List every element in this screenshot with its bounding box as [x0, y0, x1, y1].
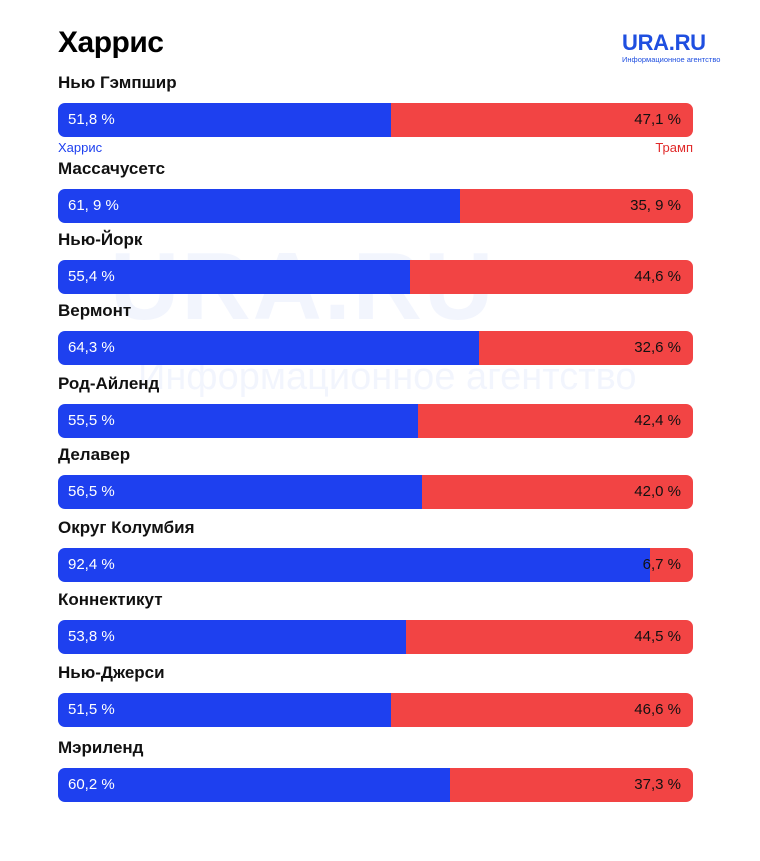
value-harris: 51,5 % — [68, 701, 115, 718]
bar-harris — [58, 331, 479, 365]
value-harris: 51,8 % — [68, 111, 115, 128]
stacked-bar: 53,8 % 44,5 % — [58, 620, 693, 654]
bar-trump — [479, 331, 693, 365]
bar-trump — [410, 260, 693, 294]
stacked-bar: 51,5 % 46,6 % — [58, 693, 693, 727]
value-trump: 6,7 % — [642, 556, 681, 573]
state-label: Делавер — [58, 445, 131, 464]
state-label: Род-Айленд — [58, 374, 160, 393]
value-trump: 42,4 % — [634, 412, 681, 429]
bar-harris — [58, 548, 650, 582]
bar-harris — [58, 620, 406, 654]
state-label: Нью Гэмпшир — [58, 73, 177, 92]
value-harris: 61, 9 % — [68, 197, 119, 214]
bar-harris — [58, 404, 418, 438]
state-label: Массачусетс — [58, 159, 166, 178]
value-trump: 35, 9 % — [630, 197, 681, 214]
value-harris: 92,4 % — [68, 556, 115, 573]
bar-trump — [450, 768, 693, 802]
value-trump: 44,5 % — [634, 628, 681, 645]
stacked-bar: 56,5 % 42,0 % — [58, 475, 693, 509]
value-trump: 47,1 % — [634, 111, 681, 128]
legend-trump: Трамп — [655, 140, 693, 155]
bar-trump — [391, 693, 693, 727]
logo: URA.RU Информационное агентство — [622, 30, 721, 65]
bar-harris — [58, 475, 422, 509]
bar-trump — [406, 620, 693, 654]
value-harris: 55,5 % — [68, 412, 115, 429]
bar-harris — [58, 260, 410, 294]
bar-harris — [58, 693, 391, 727]
value-harris: 60,2 % — [68, 776, 115, 793]
state-label: Округ Колумбия — [58, 518, 195, 537]
logo-subtitle: Информационное агентство — [622, 55, 721, 64]
stacked-bar: 92,4 % 6,7 % — [58, 548, 693, 582]
bar-trump — [422, 475, 693, 509]
value-trump: 32,6 % — [634, 339, 681, 356]
bar-trump — [418, 404, 693, 438]
state-label: Нью-Джерси — [58, 663, 165, 682]
stacked-bar: 61, 9 % 35, 9 % — [58, 189, 693, 223]
bar-trump — [391, 103, 693, 137]
value-trump: 46,6 % — [634, 701, 681, 718]
bar-harris — [58, 189, 460, 223]
bar-trump — [460, 189, 693, 223]
value-harris: 53,8 % — [68, 628, 115, 645]
logo-name: URA.RU — [622, 30, 706, 55]
stacked-bar: 55,4 % 44,6 % — [58, 260, 693, 294]
state-label: Вермонт — [58, 301, 132, 320]
state-label: Коннектикут — [58, 590, 163, 609]
stacked-bar: 51,8 % 47,1 % — [58, 103, 693, 137]
state-label: Нью-Йорк — [58, 230, 143, 249]
stacked-bar: 55,5 % 42,4 % — [58, 404, 693, 438]
legend-harris: Харрис — [58, 140, 103, 155]
chart-title: Харрис — [58, 26, 164, 59]
bar-trump — [650, 548, 693, 582]
value-trump: 42,0 % — [634, 483, 681, 500]
bar-harris — [58, 103, 391, 137]
value-harris: 55,4 % — [68, 268, 115, 285]
value-harris: 64,3 % — [68, 339, 115, 356]
value-trump: 37,3 % — [634, 776, 681, 793]
stacked-bar: 60,2 % 37,3 % — [58, 768, 693, 802]
stacked-bar: 64,3 % 32,6 % — [58, 331, 693, 365]
state-label: Мэриленд — [58, 738, 144, 757]
value-trump: 44,6 % — [634, 268, 681, 285]
value-harris: 56,5 % — [68, 483, 115, 500]
bar-harris — [58, 768, 450, 802]
